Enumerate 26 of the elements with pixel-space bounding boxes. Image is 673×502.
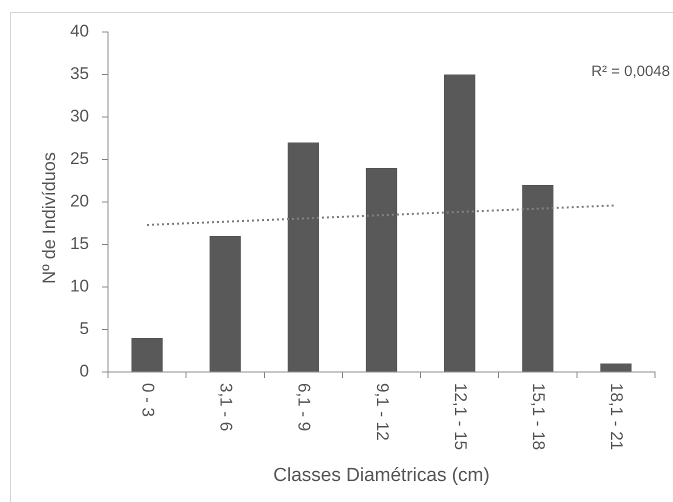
y-tick-label: 40 [70, 22, 89, 41]
y-axis-title: Nº de Indivíduos [38, 152, 59, 284]
x-tick-label: 3,1 - 6 [216, 383, 236, 432]
y-tick-label: 0 [80, 362, 89, 381]
y-tick-label: 25 [70, 149, 89, 168]
bar [210, 236, 241, 372]
x-tick-label: 18,1 - 21 [607, 383, 626, 450]
x-tick-label: 15,1 - 18 [529, 383, 548, 450]
y-tick-label: 30 [70, 106, 89, 126]
y-tick-label: 10 [70, 276, 89, 296]
y-tick-label: 20 [70, 192, 89, 211]
bar [131, 338, 163, 372]
bar [522, 185, 554, 372]
bar [366, 168, 398, 372]
x-axis-title: Classes Diamétricas (cm) [273, 465, 490, 486]
x-tick-label: 12,1 - 15 [450, 383, 470, 450]
x-tick-label: 0 - 3 [138, 383, 158, 418]
bar [444, 74, 476, 372]
x-tick-label: 9,1 - 12 [372, 383, 392, 441]
y-tick-label: 5 [80, 319, 89, 338]
bar [600, 364, 632, 372]
bar [288, 142, 319, 372]
y-tick-label: 15 [70, 234, 89, 254]
y-tick-label: 35 [70, 64, 89, 84]
x-tick-label: 6,1 - 9 [294, 383, 314, 432]
annotation: R² = 0,0048 [591, 63, 670, 80]
